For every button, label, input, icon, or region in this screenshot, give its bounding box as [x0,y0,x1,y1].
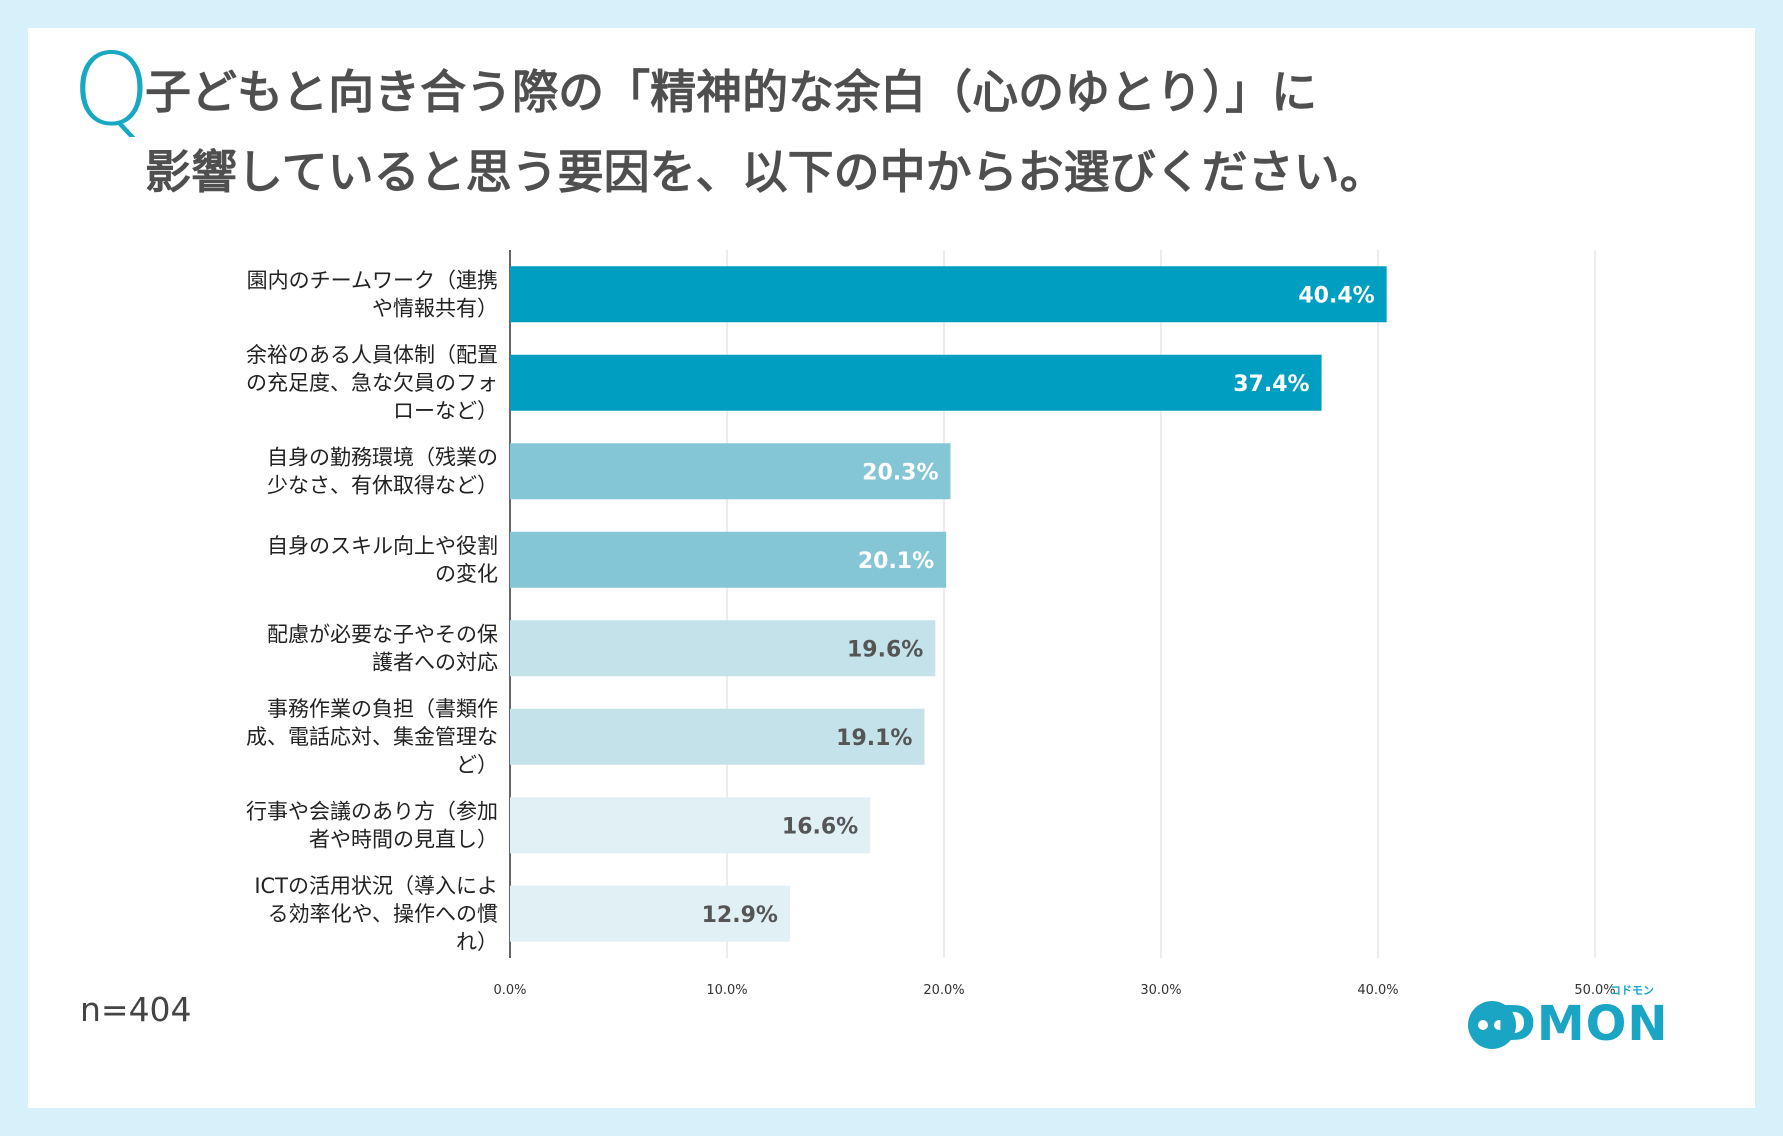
category-label: れ） [456,930,498,954]
x-tick-label: 10.0% [706,983,747,998]
category-label: ど） [456,753,498,777]
bar-value-label: 16.6% [782,814,858,839]
category-label: 少なさ、有休取得など） [267,473,498,497]
category-label: ローなど） [393,399,498,423]
bar [510,354,1322,411]
question-line-2: 影響していると思う要因を、以下の中からお選びください。 [145,145,1386,199]
category-label: る効率化や、操作への慣 [268,902,498,926]
bar [510,443,951,500]
bar-value-label: 20.1% [858,549,934,574]
category-label: 配慮が必要な子やその保 [267,622,498,646]
question-mark: Q [72,31,151,148]
bar [510,708,925,765]
category-label: 事務作業の負担（書類作 [267,697,498,721]
x-tick-label: 20.0% [923,983,964,998]
category-label: 園内のチームワーク（連携 [247,268,498,292]
bar [510,885,790,942]
bar [510,620,936,677]
x-tick-label: 0.0% [493,983,526,998]
x-tick-label: 50.0% [1574,983,1615,998]
category-label: 余裕のある人員体制（配置 [246,343,498,367]
category-label: 護者への対応 [372,650,498,674]
category-label: ICTの活用状況（導入によ [254,874,498,898]
bar-value-label: 19.6% [847,637,923,662]
category-label: や情報共有） [372,296,498,320]
question-line-1: 子どもと向き合う際の「精神的な余白（心のゆとり）」に [145,65,1318,119]
category-label: の充足度、急な欠員のフォ [246,371,498,395]
x-tick-label: 30.0% [1140,983,1181,998]
bar-value-label: 37.4% [1233,372,1309,397]
bar-value-label: 19.1% [836,726,912,751]
bar [510,797,871,854]
category-label: 自身の勤務環境（残業の [267,445,498,469]
logo-face-icon [1468,1001,1516,1049]
question-text: 子どもと向き合う際の「精神的な余白（心のゆとり）」に 影響していると思う要因を、… [145,52,1625,212]
category-label: 自身のスキル向上や役割 [267,534,498,558]
category-label: 成、電話応対、集金管理な [246,725,498,749]
bar [510,531,947,588]
x-tick-label: 40.0% [1357,983,1398,998]
codmon-logo: DMON コドモン [1460,980,1690,1060]
logo-text: DMON [1496,996,1669,1052]
category-label: の変化 [435,562,498,586]
bar-value-label: 40.4% [1298,283,1374,308]
logo-subtext: コドモン [1610,984,1654,997]
bar-value-label: 12.9% [702,903,778,928]
category-label: 者や時間の見直し） [309,827,498,851]
bar-value-label: 20.3% [862,460,938,485]
bar [510,266,1387,323]
sample-size: n=404 [80,990,192,1029]
category-label: 行事や会議のあり方（参加 [246,799,498,823]
